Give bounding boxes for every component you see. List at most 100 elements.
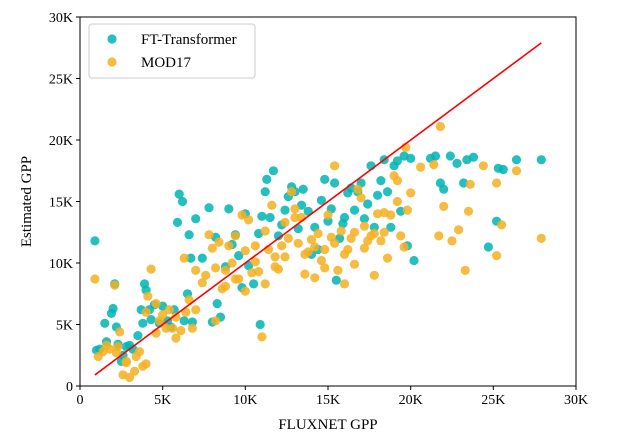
x-tick-label: 5K xyxy=(154,393,171,408)
y-tick-label: 10K xyxy=(49,257,73,272)
data-point xyxy=(138,318,148,328)
data-point xyxy=(330,238,340,248)
data-point xyxy=(330,178,340,188)
data-point xyxy=(191,265,201,275)
data-point xyxy=(90,236,100,246)
data-point xyxy=(201,270,211,280)
data-point xyxy=(379,227,389,237)
data-point xyxy=(454,225,464,235)
data-point xyxy=(497,220,507,230)
y-tick-label: 5K xyxy=(56,319,73,334)
data-point xyxy=(359,221,369,231)
data-point xyxy=(268,166,278,176)
data-point xyxy=(244,215,254,225)
data-point xyxy=(171,333,181,343)
x-tick-label: 0 xyxy=(77,393,84,408)
data-point xyxy=(359,214,369,224)
data-point xyxy=(250,257,260,267)
data-point xyxy=(445,151,455,161)
data-point xyxy=(255,319,265,330)
data-point xyxy=(234,251,244,261)
data-point xyxy=(465,179,475,189)
data-point xyxy=(260,279,270,289)
data-point xyxy=(270,262,280,272)
data-point xyxy=(280,205,290,215)
data-point xyxy=(146,315,156,325)
data-point xyxy=(100,318,110,328)
data-point xyxy=(161,323,171,333)
data-point xyxy=(536,233,546,243)
data-point xyxy=(230,231,240,241)
x-tick-label: 20K xyxy=(399,393,423,408)
data-point xyxy=(290,204,300,214)
data-point xyxy=(369,228,379,239)
data-point xyxy=(339,249,350,259)
data-point xyxy=(396,231,406,241)
data-point xyxy=(133,331,143,341)
data-point xyxy=(224,241,234,251)
y-tick-label: 15K xyxy=(49,196,73,211)
data-point xyxy=(176,326,186,336)
data-point xyxy=(267,200,277,210)
data-point xyxy=(439,201,449,211)
data-point xyxy=(430,151,441,161)
x-tick-label: 10K xyxy=(233,393,257,408)
data-point xyxy=(460,265,470,275)
data-point xyxy=(214,237,224,247)
data-point xyxy=(204,230,214,240)
data-point xyxy=(402,205,412,215)
legend-marker xyxy=(107,34,117,44)
data-point xyxy=(359,243,369,253)
data-point xyxy=(130,366,140,376)
data-point xyxy=(434,231,444,241)
data-point xyxy=(110,280,120,290)
data-point xyxy=(369,270,379,280)
data-point xyxy=(353,184,363,194)
data-point xyxy=(280,217,290,227)
legend-marker xyxy=(107,57,117,67)
data-point xyxy=(179,316,189,326)
data-point xyxy=(237,210,247,220)
data-point xyxy=(121,358,131,368)
data-point xyxy=(131,351,141,362)
data-point xyxy=(316,255,326,266)
data-point xyxy=(293,238,303,248)
data-point xyxy=(300,249,310,259)
data-point xyxy=(313,228,323,239)
data-point xyxy=(211,263,221,273)
data-point xyxy=(227,258,237,268)
data-point xyxy=(177,196,188,207)
data-point xyxy=(273,231,283,241)
data-point xyxy=(230,274,240,284)
y-axis-label: Estimated GPP xyxy=(19,156,35,247)
data-point xyxy=(492,178,502,188)
data-point xyxy=(257,332,267,342)
data-point xyxy=(439,184,449,194)
y-tick-label: 20K xyxy=(49,134,73,149)
data-point xyxy=(478,161,488,171)
data-point xyxy=(429,160,439,170)
data-point xyxy=(283,233,293,243)
data-point xyxy=(306,235,317,245)
data-point xyxy=(254,267,264,277)
data-point xyxy=(373,190,383,200)
data-point xyxy=(141,307,151,317)
data-point xyxy=(363,199,373,209)
data-point xyxy=(257,211,267,221)
data-point xyxy=(158,310,168,320)
data-point xyxy=(197,278,207,288)
data-point xyxy=(111,348,121,358)
data-point xyxy=(392,156,402,166)
data-point xyxy=(90,274,100,284)
x-tick-label: 25K xyxy=(481,393,505,408)
data-point xyxy=(379,208,389,218)
y-tick-label: 30K xyxy=(49,11,73,26)
data-point xyxy=(392,176,402,186)
data-point xyxy=(463,206,474,216)
data-point xyxy=(220,281,231,291)
data-point xyxy=(290,212,300,223)
data-point xyxy=(320,263,330,273)
data-point xyxy=(240,246,250,256)
data-point xyxy=(435,121,445,132)
